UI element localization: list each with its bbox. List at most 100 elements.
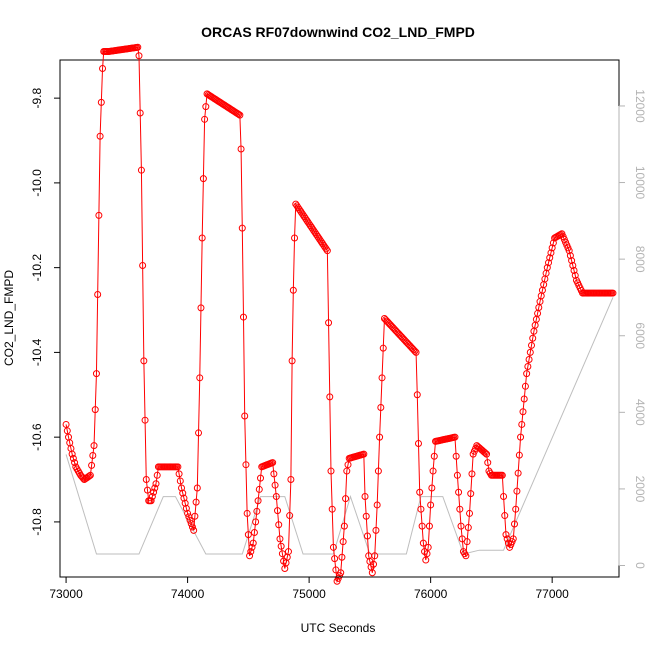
co2-point <box>428 484 436 492</box>
co2-point <box>299 211 307 219</box>
co2-point <box>569 262 577 270</box>
co2-point <box>451 433 459 441</box>
co2-point <box>328 505 336 513</box>
co2-point <box>247 548 255 556</box>
co2-point <box>180 494 188 502</box>
co2-point <box>254 497 262 505</box>
co2-point <box>178 484 186 492</box>
co2-point <box>570 266 578 274</box>
co2-point <box>270 470 278 478</box>
co2-point <box>287 476 295 484</box>
y2-tick-label: 12000 <box>633 89 647 123</box>
co2-point <box>374 467 382 475</box>
co2-point <box>344 461 352 469</box>
co2-point <box>71 459 79 467</box>
co2-point <box>253 507 261 515</box>
co2-point <box>248 543 256 551</box>
co2-point <box>543 264 551 272</box>
x-axis: 73000 74000 75000 76000 77000 <box>49 576 569 601</box>
co2-point <box>196 374 204 382</box>
co2-point <box>243 509 251 517</box>
co2-point <box>419 539 427 547</box>
co2-point <box>339 538 347 546</box>
co2-point <box>236 111 244 119</box>
co2-point <box>379 344 387 352</box>
co2-point <box>571 271 579 279</box>
co2-point <box>147 497 155 505</box>
co2-point <box>297 207 305 215</box>
co2-point <box>198 234 206 242</box>
co2-point <box>524 363 532 371</box>
co2-point <box>139 262 147 270</box>
co2-point <box>308 223 316 231</box>
co2-point <box>237 145 245 153</box>
co2-point <box>89 452 97 460</box>
y-tick-label: -9.8 <box>30 87 44 108</box>
x-tick-label: 76000 <box>414 587 448 601</box>
co2-point <box>86 471 94 479</box>
co2-point <box>295 205 303 213</box>
co2-point <box>483 450 491 458</box>
co2-point <box>191 512 199 520</box>
co2-point <box>377 403 385 411</box>
co2-point <box>293 202 301 210</box>
co2-point <box>517 433 525 441</box>
co2-point <box>462 552 470 560</box>
co2-point <box>134 43 142 51</box>
co2-point <box>181 499 189 507</box>
co2-point <box>371 552 379 560</box>
y-axis: -10.8 -10.6 -10.4 -10.2 -10.0 -9.8 <box>30 87 61 536</box>
co2-point <box>456 505 464 513</box>
y-tick-label: -10.4 <box>30 338 44 366</box>
co2-point <box>148 492 156 500</box>
co2-point <box>422 556 430 564</box>
co2-point <box>294 204 302 212</box>
co2-point <box>88 461 96 469</box>
co2-point <box>523 370 531 378</box>
y-tick-label: -10.6 <box>30 423 44 451</box>
co2-point <box>182 504 190 512</box>
co2-point <box>325 319 333 327</box>
co2-point <box>192 498 200 506</box>
co2-point <box>140 357 148 365</box>
co2-point <box>284 548 292 556</box>
co2-point <box>418 522 426 530</box>
co2-point <box>277 542 285 550</box>
altitude-line <box>65 297 614 555</box>
co2-point <box>512 505 520 513</box>
co2-point <box>548 244 556 252</box>
co2-point <box>501 512 509 520</box>
co2-point <box>467 490 475 498</box>
x-tick-label: 75000 <box>292 587 326 601</box>
co2-point <box>455 488 463 496</box>
co2-point <box>429 467 437 475</box>
co2-point <box>526 348 534 356</box>
co2-point <box>186 516 194 524</box>
co2-point <box>62 420 70 428</box>
co2-point <box>545 259 553 267</box>
co2-point <box>423 550 431 558</box>
co2-point <box>197 304 205 312</box>
co2-point <box>515 451 523 459</box>
co2-point <box>91 406 99 414</box>
co2-point <box>378 374 386 382</box>
co2-point <box>241 412 249 420</box>
co2-point <box>90 442 98 450</box>
co2-point <box>412 348 420 356</box>
co2-point <box>96 132 104 140</box>
co2-point <box>468 470 476 478</box>
co2-point <box>425 522 433 530</box>
co2-point <box>271 481 279 489</box>
co2-point <box>184 509 192 517</box>
co2-point <box>453 471 461 479</box>
co2-point <box>252 518 260 526</box>
co2-point <box>424 543 432 551</box>
co2-point <box>528 341 536 349</box>
co2-point <box>190 526 198 534</box>
co2-point <box>430 452 438 460</box>
co2-point <box>373 501 381 509</box>
co2-point <box>318 240 326 248</box>
co2-point <box>510 520 518 528</box>
co2-point <box>565 247 573 255</box>
